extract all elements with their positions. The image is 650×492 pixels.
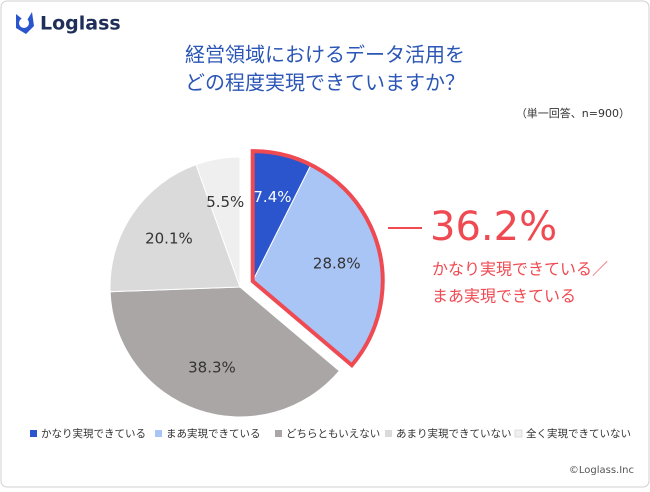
legend-label: あまり実現できていない xyxy=(396,427,512,440)
callout-outline xyxy=(250,149,385,369)
logo: Loglass xyxy=(40,13,121,35)
data-label: 20.1% xyxy=(145,229,193,247)
legend-swatch xyxy=(275,430,282,437)
legend-label: どちらともいえない xyxy=(286,428,380,440)
chart-subtitle: （単一回答、n=900） xyxy=(516,106,630,120)
callout-text: かなり実現できている／ xyxy=(432,260,608,279)
chart-title: どの程度実現できていますか？ xyxy=(185,71,465,95)
pie-slice xyxy=(195,156,241,288)
data-label: 5.5% xyxy=(206,193,244,211)
copyright: ©Loglass.Inc xyxy=(569,465,634,476)
callout-text: まあ実現できている xyxy=(432,287,576,306)
legend-swatch xyxy=(385,430,392,437)
logo-icon xyxy=(16,12,34,34)
data-label: 38.3% xyxy=(188,359,236,377)
legend-label: かなり実現できている xyxy=(41,427,146,440)
pie-slice xyxy=(109,164,241,293)
chart-title: 経営領域におけるデータ活用を xyxy=(185,43,465,67)
legend-label: まあ実現できている xyxy=(166,427,261,440)
pie-slice xyxy=(109,286,341,418)
callout-value: 36.2% xyxy=(430,204,557,250)
data-label: 28.8% xyxy=(313,254,361,272)
legend-swatch xyxy=(30,430,37,437)
data-label: 7.4% xyxy=(253,188,291,206)
legend-label: 全く実現できていない xyxy=(526,427,631,440)
legend-swatch xyxy=(155,430,162,437)
legend-swatch xyxy=(514,429,523,438)
